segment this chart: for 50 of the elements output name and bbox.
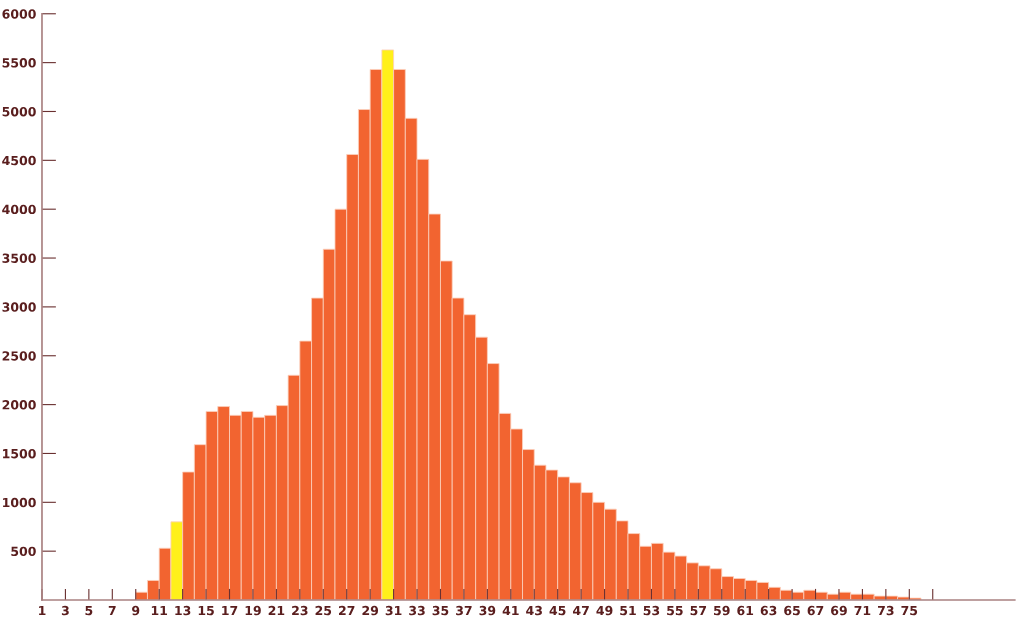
x-tick-label: 11: [151, 605, 168, 616]
y-tick-label: 5500: [2, 58, 36, 68]
x-tick-label: 47: [572, 605, 589, 616]
x-tick-label: 51: [620, 605, 636, 616]
x-tick-label: 37: [456, 605, 472, 616]
x-tick-label: 3: [61, 605, 69, 616]
x-tick-label: 21: [268, 605, 285, 616]
y-tick-label: 1000: [3, 497, 36, 508]
y-tick-label: 2000: [2, 400, 36, 410]
y-tick-label: 5000: [2, 106, 36, 117]
x-tick-label: 67: [807, 605, 824, 616]
x-tick-label: 73: [878, 605, 894, 616]
x-tick-label: 1: [39, 605, 46, 616]
x-tick-label: 19: [245, 605, 261, 616]
y-tick-label: 3000: [2, 302, 36, 312]
x-tick-label: 9: [132, 605, 140, 616]
x-tick-label: 43: [526, 605, 542, 616]
x-tick-label: 39: [479, 605, 496, 616]
x-tick-label: 27: [339, 605, 355, 616]
x-tick-label: 35: [432, 605, 449, 616]
x-tick-label: 23: [292, 605, 308, 616]
x-tick-label: 17: [222, 605, 238, 616]
x-tick-label: 69: [831, 605, 847, 616]
x-tick-label: 63: [760, 605, 777, 616]
x-tick-label: 29: [362, 605, 379, 616]
y-tick-label: 4000: [2, 204, 36, 215]
x-tick-label: 65: [784, 605, 800, 616]
x-tick-label: 55: [667, 605, 683, 616]
x-tick-label: 75: [901, 605, 918, 616]
x-tick-label: 5: [85, 605, 93, 616]
x-tick-label: 31: [385, 605, 402, 616]
x-tick-label: 45: [549, 605, 566, 616]
x-tick-label: 53: [643, 605, 660, 616]
x-tick-label: 13: [175, 605, 191, 616]
y-tick-label: 500: [11, 546, 36, 557]
y-tick-label: 4500: [2, 155, 36, 166]
x-tick-label: 33: [409, 605, 425, 616]
y-tick-label: 1500: [3, 448, 36, 459]
x-tick-label: 49: [596, 605, 613, 616]
x-tick-label: 15: [198, 605, 214, 616]
x-tick-label: 7: [108, 605, 116, 616]
x-tick-label: 57: [690, 605, 707, 616]
x-tick-label: 59: [714, 605, 730, 616]
y-tick-label: 3500: [2, 253, 36, 263]
y-tick-label: 6000: [2, 9, 36, 19]
x-tick-label: 41: [502, 605, 519, 616]
x-tick-label: 61: [737, 605, 754, 616]
y-tick-label: 2500: [2, 351, 36, 361]
x-tick-label: 25: [315, 605, 332, 616]
x-tick-label: 71: [854, 605, 871, 616]
